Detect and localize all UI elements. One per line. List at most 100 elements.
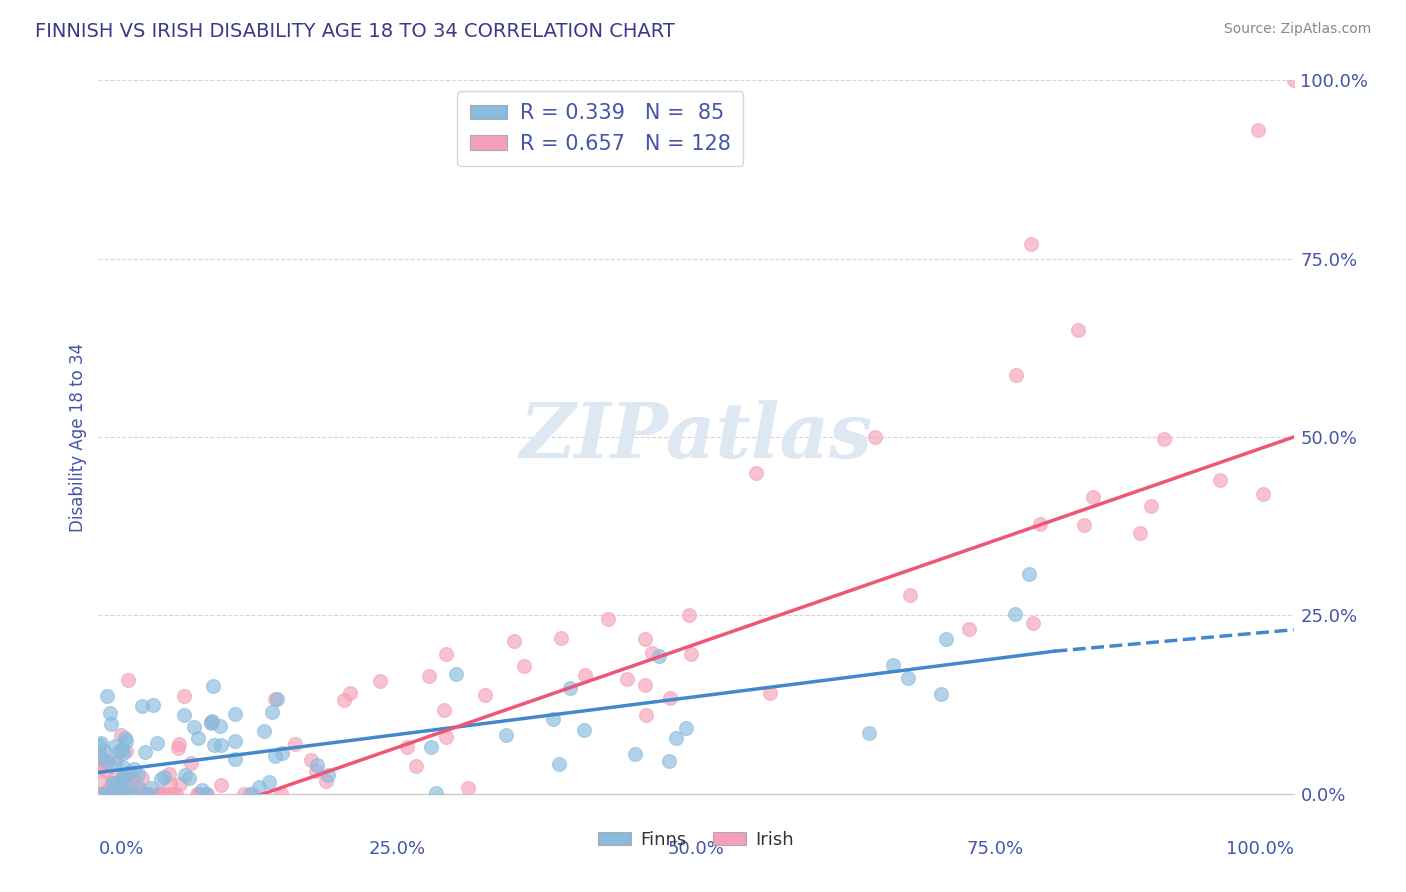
Point	[111, 772, 134, 786]
Point	[187, 731, 209, 745]
Point	[665, 731, 688, 745]
Point	[1139, 499, 1161, 513]
Text: ZIPatlas: ZIPatlas	[519, 401, 873, 474]
Point	[167, 740, 190, 755]
Point	[93, 787, 115, 801]
Point	[149, 787, 172, 801]
Point	[149, 787, 172, 801]
Point	[200, 714, 222, 728]
Point	[127, 766, 149, 780]
Point	[157, 767, 180, 781]
Point	[333, 692, 356, 706]
Point	[1282, 73, 1305, 87]
Point	[115, 743, 138, 757]
Point	[89, 787, 111, 801]
Point	[111, 742, 134, 756]
Point	[633, 632, 655, 646]
Point	[115, 787, 138, 801]
Text: FINNISH VS IRISH DISABILITY AGE 18 TO 34 CORRELATION CHART: FINNISH VS IRISH DISABILITY AGE 18 TO 34…	[35, 22, 675, 41]
Point	[94, 787, 117, 801]
Point	[1247, 123, 1270, 137]
Text: Source: ZipAtlas.com: Source: ZipAtlas.com	[1223, 22, 1371, 37]
Point	[108, 787, 131, 801]
Point	[108, 744, 131, 758]
Point	[136, 787, 159, 801]
Point	[162, 787, 184, 801]
Point	[110, 787, 132, 801]
Point	[110, 772, 132, 787]
Point	[115, 734, 138, 748]
Point	[264, 691, 287, 706]
Point	[299, 753, 322, 767]
Point	[89, 787, 111, 801]
Point	[233, 787, 256, 801]
Point	[122, 787, 145, 801]
Point	[87, 787, 110, 801]
Point	[87, 787, 110, 801]
Point	[98, 787, 121, 801]
Point	[541, 712, 564, 726]
Point	[224, 752, 246, 766]
Point	[187, 787, 209, 801]
Point	[897, 671, 920, 685]
Point	[101, 772, 124, 786]
Point	[94, 787, 117, 801]
Point	[202, 679, 225, 693]
Point	[658, 754, 681, 768]
Point	[97, 787, 120, 801]
Point	[173, 708, 195, 723]
Point	[136, 787, 159, 801]
Point	[224, 734, 246, 748]
Point	[935, 632, 957, 646]
Point	[405, 759, 427, 773]
Point	[368, 673, 391, 688]
Point	[284, 737, 307, 751]
Point	[266, 691, 288, 706]
Point	[107, 787, 129, 801]
Point	[114, 787, 136, 801]
Point	[457, 781, 479, 796]
Point	[574, 667, 596, 681]
Point	[114, 731, 136, 745]
Point	[865, 430, 887, 444]
Point	[209, 778, 232, 792]
Point	[110, 728, 132, 742]
Point	[173, 768, 195, 782]
Point	[90, 787, 112, 801]
Point	[307, 758, 329, 772]
Point	[159, 787, 181, 801]
Legend: Finns, Irish: Finns, Irish	[592, 824, 800, 856]
Point	[596, 612, 619, 626]
Point	[112, 760, 135, 774]
Point	[202, 738, 225, 752]
Point	[474, 688, 496, 702]
Point	[1073, 517, 1095, 532]
Point	[957, 623, 980, 637]
Point	[1019, 237, 1042, 252]
Point	[98, 787, 121, 801]
Text: 25.0%: 25.0%	[368, 840, 426, 858]
Point	[96, 787, 118, 801]
Point	[136, 787, 159, 801]
Point	[264, 748, 287, 763]
Point	[634, 677, 657, 691]
Point	[94, 787, 117, 801]
Point	[173, 689, 195, 703]
Point	[98, 787, 121, 801]
Point	[208, 719, 231, 733]
Point	[100, 787, 122, 801]
Point	[100, 717, 122, 731]
Point	[512, 659, 534, 673]
Point	[127, 781, 149, 796]
Point	[94, 787, 117, 801]
Point	[678, 608, 700, 623]
Point	[91, 787, 114, 801]
Point	[550, 632, 572, 646]
Point	[89, 787, 111, 801]
Point	[177, 771, 200, 785]
Point	[159, 777, 181, 791]
Point	[1004, 607, 1026, 621]
Point	[118, 764, 141, 779]
Point	[191, 782, 214, 797]
Point	[169, 777, 191, 791]
